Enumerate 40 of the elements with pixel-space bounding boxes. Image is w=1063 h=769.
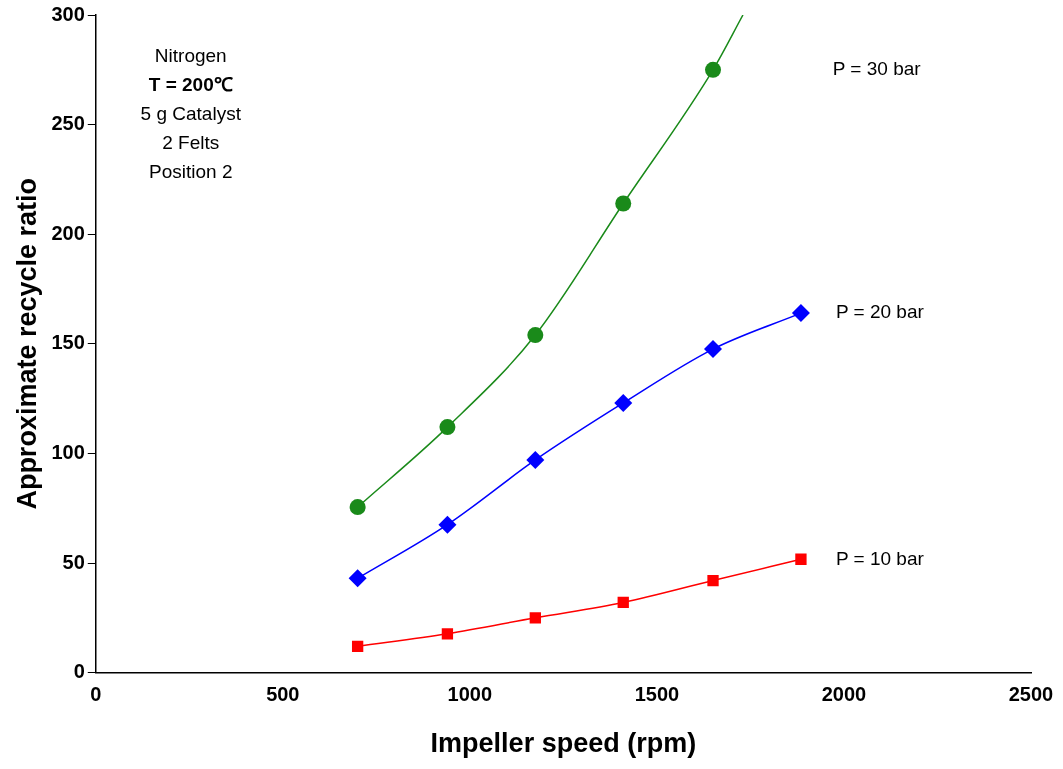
x-tick-label: 2500 [1008, 683, 1054, 706]
point [439, 419, 456, 436]
point [795, 553, 807, 565]
point [707, 574, 719, 587]
point [617, 596, 629, 609]
series-label: P = 10 bar [835, 547, 925, 569]
point [614, 393, 633, 412]
y-tick-label: 200 [51, 221, 85, 244]
point [348, 569, 367, 588]
point [441, 628, 454, 640]
annotation: Nitrogen [154, 45, 227, 67]
point [438, 515, 457, 534]
point [527, 327, 544, 344]
x-tick-label: 500 [266, 683, 300, 706]
x-tick-label: 0 [90, 683, 102, 706]
point [791, 304, 810, 323]
x-axis-title: Impeller speed (rpm) [430, 728, 697, 759]
y-tick-label: 100 [51, 440, 85, 463]
point [351, 640, 364, 652]
y-tick-label: 0 [73, 660, 85, 683]
point [526, 450, 545, 469]
x-tick-label: 1500 [634, 683, 680, 706]
y-axis-title: Approximate recycle ratio [11, 177, 42, 510]
text: P = 30 bar [832, 58, 922, 80]
annotation: 2 Felts [162, 132, 220, 154]
point [705, 61, 722, 78]
point [349, 499, 366, 516]
point [529, 612, 541, 624]
x-tick-label: 2000 [821, 683, 867, 706]
point [704, 340, 723, 359]
y-tick-label: 300 [51, 2, 85, 25]
series-label: P = 20 bar [835, 301, 925, 323]
point [615, 195, 632, 212]
x-tick-label: 1000 [447, 683, 493, 706]
y-tick-label: 50 [62, 550, 85, 573]
annotation: 5 g Catalyst [140, 103, 242, 125]
annotation: Position 2 [149, 161, 233, 183]
y-tick-label: 250 [51, 112, 85, 135]
annotation: T = 200℃ [148, 74, 233, 96]
y-tick-label: 150 [51, 331, 85, 354]
